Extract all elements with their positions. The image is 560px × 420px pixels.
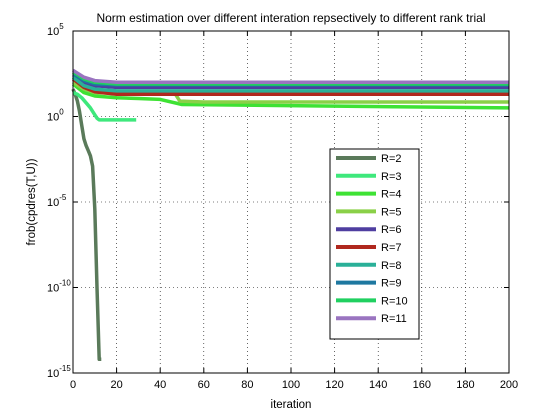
x-tick-label: 40 [154,379,166,391]
y-tick-label: 100 [47,108,64,124]
legend-label: R=8 [381,260,402,272]
legend-label: R=6 [381,224,402,236]
series-line-r-11 [72,68,509,85]
legend-label: R=5 [381,206,402,218]
axis-ticks: 0 20 40 60 80 100 120 140 160 180 200 105 100 10-5 10-… [47,22,518,391]
x-tick-label: 20 [110,379,122,391]
x-tick-label: 160 [413,379,431,391]
x-tick-label: 120 [325,379,343,391]
legend-label: R=3 [381,171,402,183]
legend-label: R=11 [381,313,407,325]
chart-title: Norm estimation over different interatio… [96,11,485,25]
series-line-r-8 [71,75,509,93]
series-line-r-4 [71,82,510,110]
y-tick-label: 10-5 [47,193,67,209]
x-tick-label: 100 [282,379,300,391]
x-tick-label: 140 [369,379,387,391]
x-tick-label: 180 [456,379,474,391]
legend: R=2 R=3 R=4 R=5 R=6 R=7 R=8 R=9 R=10 R=11 [329,148,420,340]
x-axis-label: iteration [271,399,312,411]
y-axis-label: frob(cpdres(T,U)) [26,158,38,245]
legend-label: R=9 [381,278,402,290]
legend-label: R=2 [381,153,402,165]
legend-label: R=7 [381,242,402,254]
x-tick-label: 200 [500,379,518,391]
series-line-r-2 [71,88,102,362]
series-line-r-3 [72,90,137,122]
y-tick-label: 10-10 [47,279,71,295]
y-tick-label: 105 [47,22,64,38]
legend-label: R=10 [381,295,408,307]
y-tick-label: 10-15 [47,364,71,380]
series-lines [71,68,510,362]
x-tick-label: 60 [198,379,210,391]
legend-label: R=4 [381,189,402,201]
x-tick-label: 80 [241,379,253,391]
legend-box [329,148,420,340]
x-tick-label: 0 [70,379,76,391]
